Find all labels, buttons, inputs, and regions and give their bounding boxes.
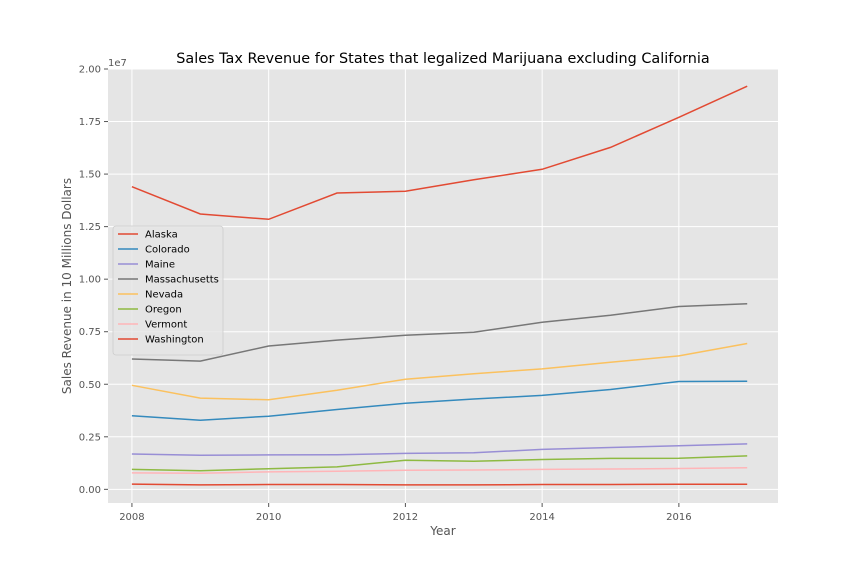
x-axis-ticks: 2008 2010 2012 2014 2016 <box>119 503 692 523</box>
series-line-washington <box>131 483 748 486</box>
series-line-maine <box>131 443 748 457</box>
series-line-alaska <box>131 85 748 221</box>
x-tick-label: 2014 <box>529 512 554 523</box>
x-tick-label: 2008 <box>119 512 144 523</box>
y-tick-label: 0.50 <box>79 380 101 391</box>
y-tick-label: 0.25 <box>79 432 101 443</box>
y-tick-label: 1.75 <box>79 117 101 128</box>
x-tick-label: 2016 <box>666 512 691 523</box>
series-line-nevada <box>131 342 748 401</box>
grid-lines <box>108 68 778 503</box>
y-tick-label: 0.00 <box>79 485 101 496</box>
legend: Alaska Colorado Maine Massachusetts Nevada Or… <box>112 225 224 356</box>
y-tick-label: 1.25 <box>79 222 101 233</box>
x-tick-label: 2012 <box>393 512 418 523</box>
x-tick-label: 2010 <box>256 512 281 523</box>
y-tick-label: 1.50 <box>79 170 101 181</box>
y-axis-ticks: 0.00 0.25 0.50 0.75 1.00 1.25 1.50 1.75 2.00 <box>79 65 108 496</box>
series-line-massachusetts <box>131 303 748 362</box>
legend-label-colorado: Colorado <box>145 245 190 256</box>
legend-label-massachusetts: Massachusetts <box>145 275 219 286</box>
legend-label-vermont: Vermont <box>145 320 187 331</box>
chart-title: Sales Tax Revenue for States that legali… <box>176 51 709 67</box>
series-line-oregon <box>131 455 748 472</box>
y-axis-offset-label: 1e7 <box>108 58 127 69</box>
y-tick-label: 2.00 <box>79 65 101 76</box>
series-lines <box>131 85 748 486</box>
legend-label-washington: Washington <box>145 335 204 346</box>
y-tick-label: 1.00 <box>79 275 101 286</box>
x-axis-label: Year <box>429 524 455 538</box>
y-axis-label: Sales Revenue in 10 Millions Dollars <box>60 178 74 394</box>
series-line-vermont <box>131 466 748 474</box>
legend-label-nevada: Nevada <box>145 290 183 301</box>
legend-label-oregon: Oregon <box>145 305 182 316</box>
legend-box <box>112 225 224 356</box>
legend-label-maine: Maine <box>145 260 175 271</box>
series-line-colorado <box>131 380 748 421</box>
legend-label-alaska: Alaska <box>145 230 178 241</box>
y-tick-label: 0.75 <box>79 327 101 338</box>
